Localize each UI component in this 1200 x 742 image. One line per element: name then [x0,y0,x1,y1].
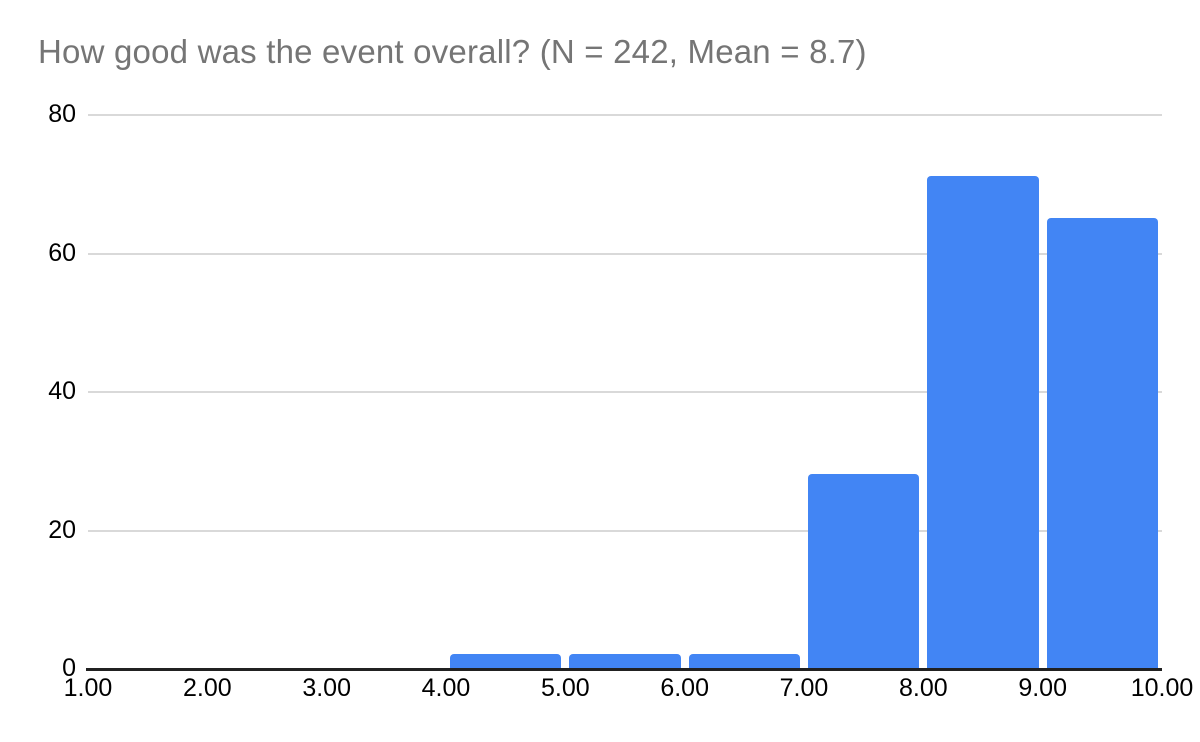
x-tick-label-9.00: 9.00 [1018,674,1067,702]
x-tick-label-4.00: 4.00 [421,674,471,702]
x-tick-label-7.00: 7.00 [779,674,829,702]
bar-7-8[interactable] [808,474,920,668]
chart-title: How good was the event overall? (N = 242… [38,33,867,70]
bar-4-5[interactable] [450,654,562,668]
bar-9-10[interactable] [1046,217,1158,668]
plot-area [86,114,1162,671]
y-tick-label-80: 80 [48,100,76,128]
y-tick-label-0: 0 [62,654,76,682]
bar-8-9[interactable] [927,176,1039,668]
x-tick-label-1.00: 1.00 [63,674,113,702]
bar-6-7[interactable] [688,654,800,668]
x-tick-label-8.00: 8.00 [898,674,948,702]
x-tick-label-6.00: 6.00 [660,674,709,702]
gridline-y-20 [88,529,1162,532]
gridline-y-80 [88,114,1162,116]
x-tick-label-10.00: 10.00 [1130,674,1194,702]
bar-5-6[interactable] [569,654,681,668]
x-tick-label-2.00: 2.00 [182,674,232,702]
gridline-y-40 [88,391,1162,393]
x-tick-label-3.00: 3.00 [302,674,351,702]
gridline-y-60 [88,252,1162,255]
y-tick-label-40: 40 [48,377,76,405]
x-tick-label-5.00: 5.00 [540,674,590,702]
y-tick-label-60: 60 [48,238,76,267]
y-tick-label-20: 20 [48,515,76,544]
x-axis-line [86,668,1162,671]
